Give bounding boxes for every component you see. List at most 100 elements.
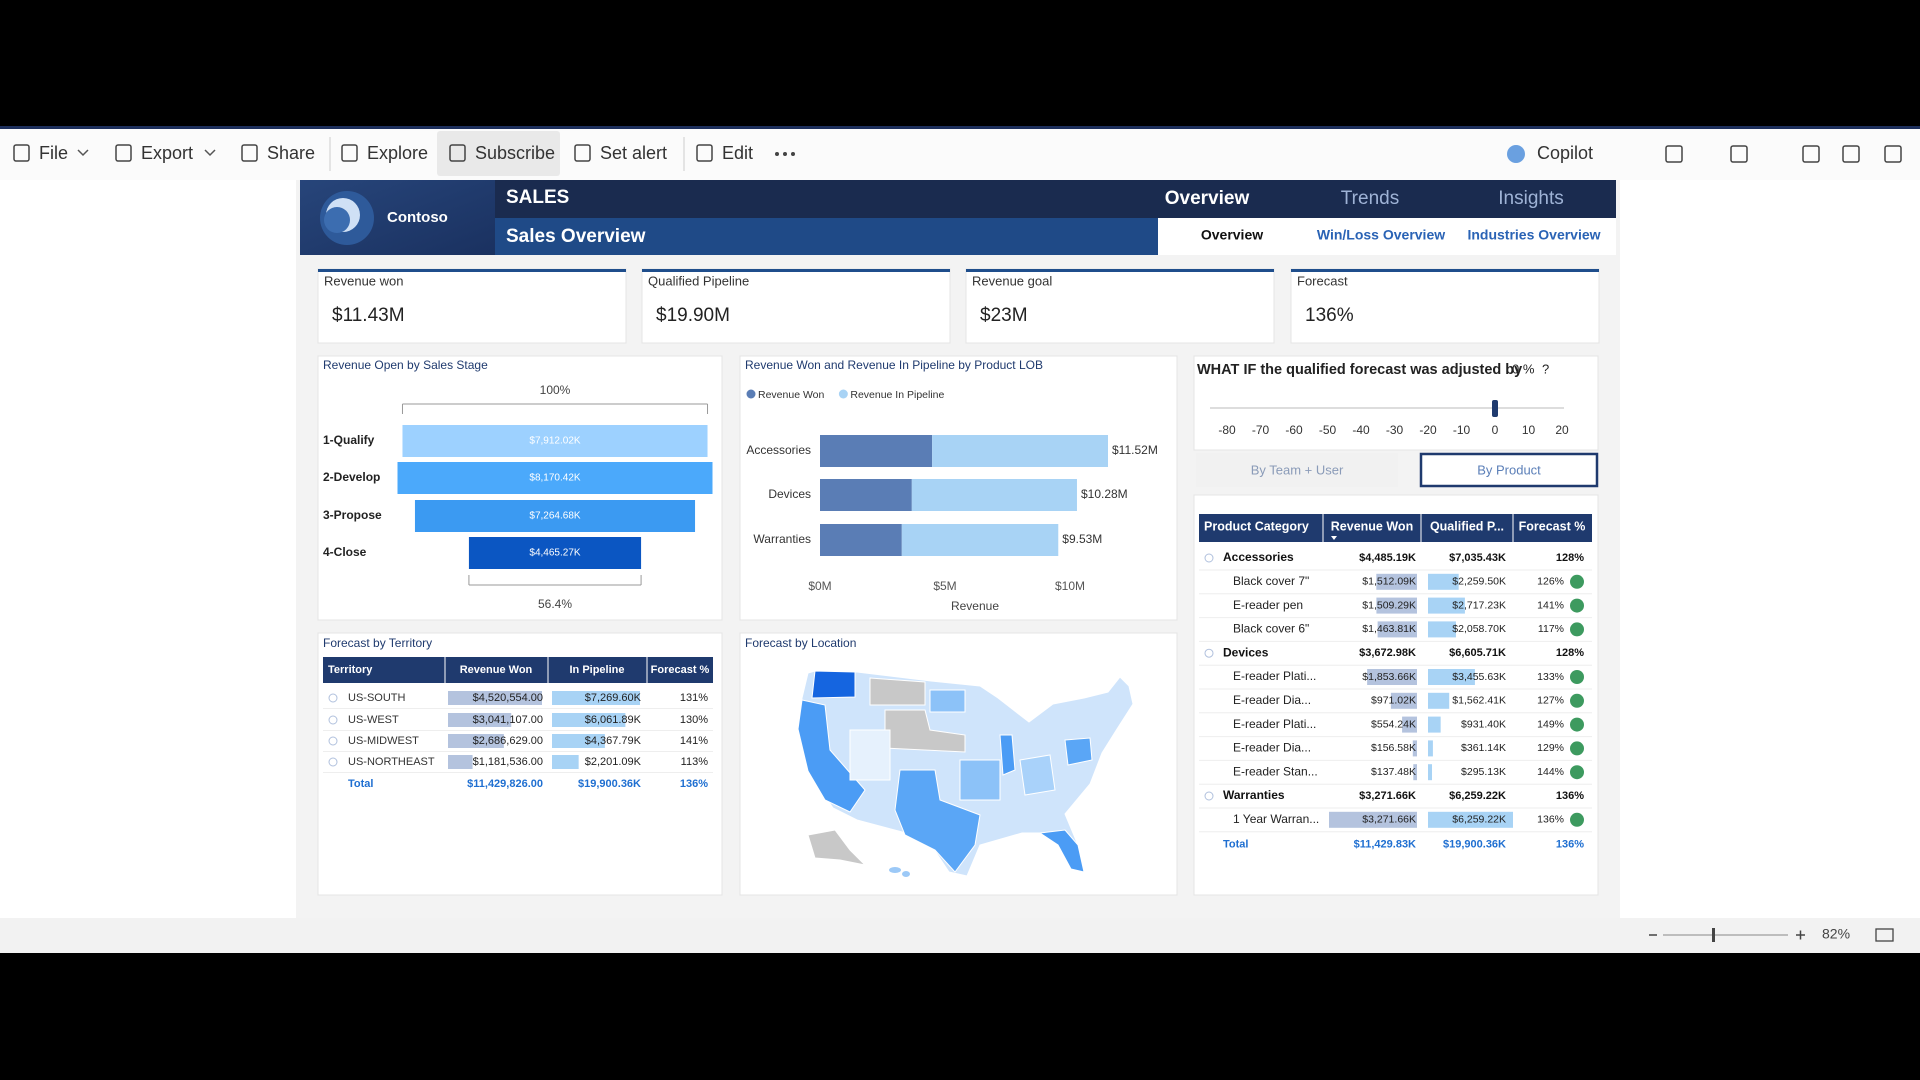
- toolbar-icon[interactable]: [1730, 145, 1748, 163]
- row-label: Black cover 6": [1233, 622, 1309, 636]
- map-region: [929, 689, 966, 713]
- fit-page[interactable]: [1875, 928, 1894, 942]
- row-label: 1 Year Warran...: [1233, 812, 1319, 826]
- data-bar: [1367, 669, 1417, 685]
- bar-segment: [932, 435, 1108, 467]
- subtab-band: [1158, 218, 1616, 255]
- chart-title: Forecast by Territory: [323, 636, 432, 650]
- cell: $2,717.23K: [1452, 599, 1506, 611]
- total-label: $10.28M: [1081, 487, 1128, 501]
- kpi-label: Revenue goal: [972, 273, 1052, 288]
- toolbar-icon[interactable]: [1884, 145, 1902, 163]
- cell: $7,269.60K: [585, 692, 642, 704]
- map-hawaii: [902, 871, 910, 877]
- cell: 130%: [680, 714, 708, 726]
- total-label: $11.52M: [1112, 443, 1158, 457]
- copilot-icon: [1507, 145, 1525, 163]
- nav-tab[interactable]: Insights: [1498, 188, 1563, 209]
- cell: $3,271.66K: [1362, 814, 1416, 826]
- toolbar-button[interactable]: Edit: [722, 143, 753, 163]
- kpi-accent: [642, 269, 950, 272]
- expand-toggle[interactable]: [1204, 791, 1214, 801]
- data-bar: [1428, 740, 1433, 757]
- column-header: Forecast %: [1519, 519, 1586, 533]
- copilot-button[interactable]: Copilot: [1537, 143, 1593, 163]
- slider-tick-label: -80: [1218, 423, 1236, 437]
- toolbar-button[interactable]: File: [39, 143, 68, 163]
- slider-tick-label: -30: [1386, 423, 1404, 437]
- cell: $1,509.29K: [1362, 599, 1416, 611]
- cell: 129%: [1537, 742, 1564, 754]
- toolbar-button[interactable]: Explore: [367, 143, 428, 163]
- total-cell: Total: [348, 778, 373, 790]
- expand-toggle[interactable]: [328, 715, 338, 725]
- more-dot: [791, 152, 795, 156]
- table-header: [1199, 514, 1592, 542]
- data-bar: [1428, 621, 1456, 638]
- category-label: Accessories: [746, 443, 811, 457]
- more-dot: [783, 152, 787, 156]
- sub-tab[interactable]: Overview: [1201, 227, 1263, 243]
- data-bar: [1412, 740, 1417, 757]
- page-title: Sales Overview: [506, 226, 646, 247]
- data-label: $4,465.27K: [529, 548, 580, 559]
- view-button[interactable]: By Product: [1477, 462, 1541, 477]
- expand-toggle[interactable]: [328, 736, 338, 746]
- cell: $3,041,107.00: [473, 714, 543, 726]
- row-label: US-MIDWEST: [348, 735, 419, 747]
- expand-toggle[interactable]: [328, 757, 338, 767]
- data-bar: [1428, 716, 1441, 733]
- map-region: [1019, 754, 1056, 796]
- toolbar-icon[interactable]: [1842, 145, 1860, 163]
- kpi-accent: [1291, 269, 1599, 272]
- data-bar: [1413, 764, 1417, 781]
- category-label: 2-Develop: [323, 470, 380, 484]
- kpi-card: [1290, 268, 1600, 344]
- slider-tick-label: -70: [1252, 423, 1270, 437]
- total-cell: Total: [1223, 839, 1248, 851]
- slider-thumb[interactable]: [1492, 400, 1498, 417]
- data-bar: [1329, 811, 1417, 828]
- slider-tick-label: 10: [1522, 423, 1536, 437]
- funnel-bar: [468, 537, 642, 569]
- cell: $361.14K: [1461, 742, 1506, 754]
- cell: $971.02K: [1371, 695, 1416, 707]
- toolbar-icon[interactable]: [1802, 145, 1820, 163]
- map-alaska: [807, 829, 867, 866]
- toolbar: [0, 126, 1920, 180]
- toolbar-button[interactable]: Subscribe: [475, 143, 555, 163]
- zoom-thumb[interactable]: [1712, 928, 1715, 942]
- group-label: Devices: [1223, 645, 1269, 659]
- nav-tab[interactable]: Overview: [1165, 188, 1250, 209]
- zoom-in[interactable]: [1796, 930, 1805, 940]
- expand-toggle[interactable]: [1204, 648, 1214, 658]
- kpi-value: $19.90M: [656, 305, 730, 326]
- cell: $1,512.09K: [1362, 576, 1416, 588]
- cell: 141%: [680, 735, 708, 747]
- nav-tab[interactable]: Trends: [1341, 188, 1399, 209]
- sub-tab[interactable]: Win/Loss Overview: [1317, 227, 1445, 243]
- toolbar-button[interactable]: Set alert: [600, 143, 667, 163]
- button-bg[interactable]: [1196, 453, 1398, 487]
- expand-toggle[interactable]: [328, 693, 338, 703]
- slider-tick-label: 0: [1492, 423, 1499, 437]
- cell: $2,058.70K: [1452, 623, 1506, 635]
- toolbar-button[interactable]: Share: [267, 143, 315, 163]
- row-label: E-reader pen: [1233, 598, 1303, 612]
- map-region: [811, 670, 856, 699]
- data-bar: [448, 755, 473, 769]
- more-dot: [775, 152, 779, 156]
- slider-tick-label: -50: [1319, 423, 1337, 437]
- expand-toggle[interactable]: [1204, 553, 1214, 563]
- data-bar: [1428, 811, 1513, 828]
- toolbar-icon[interactable]: [1665, 145, 1683, 163]
- button-bg[interactable]: [1419, 452, 1599, 488]
- cell: 141%: [1537, 599, 1564, 611]
- status-dot: [1570, 812, 1584, 827]
- status-bar: [0, 918, 1920, 953]
- sub-tab[interactable]: Industries Overview: [1467, 227, 1600, 243]
- status-dot: [1570, 574, 1584, 589]
- category-label: 4-Close: [323, 545, 367, 559]
- toolbar-button[interactable]: Export: [141, 143, 193, 163]
- view-button[interactable]: By Team + User: [1251, 462, 1344, 477]
